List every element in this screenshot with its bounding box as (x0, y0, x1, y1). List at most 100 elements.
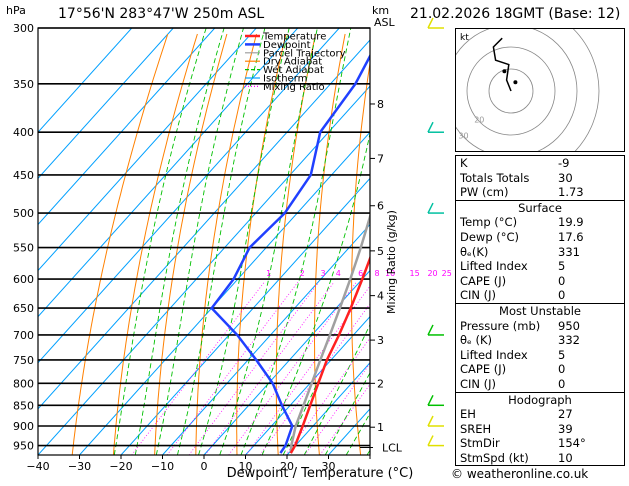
index-label: Pressure (mb) (460, 318, 541, 333)
hodograph-trace (492, 37, 512, 92)
index-row: θₑ (K) 332 (456, 333, 624, 348)
index-label: SREH (460, 421, 492, 436)
pressure-tick-label: 650 (13, 302, 34, 315)
index-value: -9 (558, 156, 570, 170)
index-row: Temp (°C) 19.9 (456, 215, 624, 230)
lcl-label: LCL (382, 441, 403, 454)
temperature-tick-label: 20 (280, 460, 294, 473)
dry-adiabat (195, 33, 257, 455)
index-label: Dewp (°C) (460, 229, 520, 244)
pressure-tick-label: 700 (13, 329, 34, 342)
mixing-ratio-label: 10 (385, 269, 395, 278)
index-label: CAPE (J) (460, 273, 507, 288)
legend-label: Isotherm (263, 74, 307, 85)
mixing-ratio-line (304, 362, 370, 455)
index-label: Lifted Index (460, 259, 528, 274)
temperature-tick-label: −10 (151, 460, 174, 473)
index-row: EH 27 (456, 407, 624, 422)
wind-barb-flag (427, 121, 434, 133)
mixing-ratio-axis-label: Mixing Ratio (g/kg) (385, 210, 398, 314)
wet-adiabat (240, 28, 352, 455)
hodograph-ring (488, 68, 534, 114)
wind-barb-flag (427, 17, 434, 29)
index-label: CAPE (J) (460, 362, 507, 377)
index-row: SREH 39 (456, 422, 624, 437)
hodograph-ring (572, 29, 600, 151)
mixing-ratio-label: 20 (427, 269, 437, 278)
pressure-tick-label: 600 (13, 273, 34, 286)
index-row: PW (cm) 1.73 (456, 185, 624, 200)
index-label: CIN (J) (460, 288, 497, 303)
asl-label: ASL (374, 16, 396, 29)
temperature-tick-label: −30 (68, 460, 91, 473)
temperature-tick-label: 30 (322, 460, 336, 473)
index-row: CIN (J) 0 (456, 288, 624, 303)
wind-barb-flag (427, 394, 434, 406)
index-value: 5 (558, 347, 566, 362)
km-tick-label: 8 (377, 98, 384, 111)
index-value: 0 (558, 376, 566, 391)
km-tick-label: 4 (377, 290, 384, 303)
index-label: CIN (J) (460, 376, 497, 391)
hodograph-index-title: Hodograph (508, 392, 572, 407)
index-label: StmDir (460, 436, 500, 451)
dry-adiabat (154, 33, 228, 455)
legend-label: Dewpoint (263, 40, 311, 51)
datetime-header: 21.02.2026 18GMT (Base: 12) (410, 6, 621, 22)
index-row: K -9 (456, 156, 624, 171)
index-label: Lifted Index (460, 347, 528, 362)
km-tick-label: 1 (377, 421, 384, 434)
isotherm (38, 28, 340, 364)
legend-label: Parcel Trajectory (263, 48, 346, 59)
index-value: 332 (558, 333, 580, 348)
x-axis-title: Dewpoint / Temperature (°C) (227, 466, 414, 481)
wind-barb-flag (427, 202, 434, 214)
index-label: StmSpd (kt) (460, 450, 529, 465)
wind-barb-flag (427, 435, 434, 446)
wind-barbs (427, 17, 444, 447)
index-row: StmSpd (kt) 10 (456, 451, 624, 466)
wet-adiabat (176, 28, 266, 455)
mixing-ratio-line (228, 281, 357, 455)
index-row: CIN (J) 0 (456, 377, 624, 392)
mixing-ratio-line (285, 337, 370, 455)
legend-label: Dry Adiabat (263, 57, 322, 68)
temperature-line (289, 254, 370, 454)
wet-adiabat (303, 323, 370, 455)
index-label: Temp (°C) (460, 215, 518, 230)
wet-adiabat (113, 28, 207, 455)
index-value: 0 (558, 288, 566, 303)
indices-top: K -9 Totals Totals 30 PW (cm) 1.73 (456, 156, 624, 200)
km-tick-label: 6 (377, 200, 384, 213)
location-header: 17°56'N 283°47'W 250m ASL (58, 6, 265, 22)
mixing-ratio-label: 1 (266, 269, 271, 278)
index-row: Dewp (°C) 17.6 (456, 230, 624, 245)
index-label: θₑ(K) (460, 244, 489, 259)
isotherm (38, 28, 257, 272)
index-value: 10 (558, 450, 573, 465)
isotherm (38, 28, 174, 180)
diagram-axes: −40 −30 −20 −10 0 10 20 30 1 2 3 4 5 6 7 8 LCL (26, 27, 403, 473)
isotherm (38, 85, 370, 455)
isotherm (38, 28, 299, 318)
index-value: 39 (558, 421, 573, 436)
dry-adiabat (275, 33, 317, 455)
pressure-tick-label: 550 (13, 242, 34, 255)
dry-adiabat (112, 33, 198, 455)
index-value: 0 (558, 273, 566, 288)
index-value: 950 (558, 318, 580, 333)
index-label: EH (460, 407, 476, 422)
index-value: 19.9 (558, 215, 584, 230)
pressure-tick-label: 450 (13, 169, 34, 182)
index-row: Totals Totals 30 (456, 171, 624, 186)
temperature-tick-label: −20 (109, 460, 132, 473)
hodograph-ring-label: 20 (474, 116, 484, 125)
index-value: 30 (558, 170, 573, 185)
dry-adiabat (236, 33, 287, 455)
index-label: Totals Totals (460, 170, 530, 185)
mixing-ratio-line (204, 281, 335, 455)
isotherm (38, 28, 216, 226)
legend-label: Wet Adiabat (263, 65, 324, 76)
surface-section: Surface Temp (°C) 19.9 Dewp (°C) 17.6 θₑ(K) 3… (456, 199, 624, 303)
